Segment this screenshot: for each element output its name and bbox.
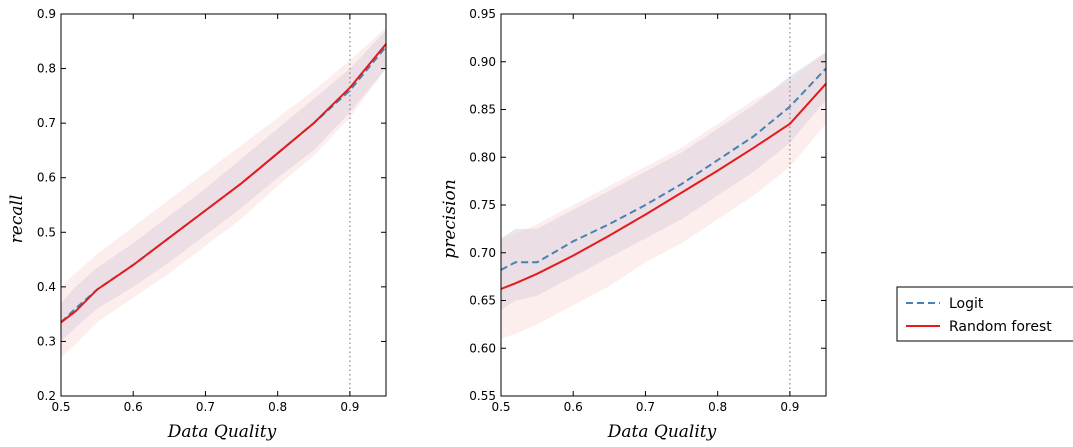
recall-panel: 0.5 0.6 0.7 0.8 0.90.20.30.40.50.60.70.80.9 … bbox=[7, 7, 387, 442]
x-tick-label: 0.5 bbox=[51, 400, 70, 414]
plot-area-1: 0.5 0.6 0.7 0.8 0.9 0.55 0.60 0.65 0.70 0.75 0.80 0… bbox=[469, 7, 827, 414]
y-tick-label: 0.6 bbox=[37, 171, 56, 185]
recall-x-axis-label: Data Quality bbox=[167, 422, 277, 442]
band-logit bbox=[61, 30, 386, 342]
recall-axis-label: recall bbox=[7, 195, 27, 244]
y-tick-label: 0.70 bbox=[469, 246, 496, 260]
legend-logit-label: Logit bbox=[949, 296, 984, 312]
y-tick-label: 0.9 bbox=[37, 7, 56, 21]
x-tick-label: 0.8 bbox=[268, 400, 287, 414]
precision-panel: 0.5 0.6 0.7 0.8 0.9 0.55 0.60 0.65 0.70 0.75 0.80 0… bbox=[440, 7, 827, 442]
x-tick-label: 0.9 bbox=[780, 400, 799, 414]
x-tick-label: 0.9 bbox=[340, 400, 359, 414]
y-tick-label: 0.85 bbox=[469, 103, 496, 117]
x-tick-label: 0.5 bbox=[491, 400, 510, 414]
legend-random-forest-label: Random forest bbox=[949, 319, 1052, 335]
x-tick-label: 0.7 bbox=[636, 400, 655, 414]
y-tick-label: 0.3 bbox=[37, 334, 56, 348]
y-tick-label: 0.7 bbox=[37, 116, 56, 130]
y-tick-label: 0.65 bbox=[469, 294, 496, 308]
legend: Logit Random forest bbox=[896, 286, 1073, 342]
plot-area-0: 0.5 0.6 0.7 0.8 0.9 0.2 0.3 0.4 0.5 0.6 0.7 0.8 0.9 bbox=[37, 7, 387, 414]
plot-frame bbox=[60, 13, 387, 397]
y-tick-label: 0.8 bbox=[37, 62, 56, 76]
y-tick-label: 0.60 bbox=[469, 341, 496, 355]
series-line-logit bbox=[500, 67, 827, 271]
y-tick-label: 0.75 bbox=[469, 198, 496, 212]
legend-frame bbox=[896, 286, 1073, 342]
y-tick-label: 0.2 bbox=[37, 389, 56, 403]
band-logit bbox=[501, 52, 826, 311]
y-tick-label: 0.5 bbox=[37, 225, 56, 239]
y-tick-label: 0.55 bbox=[469, 389, 496, 403]
x-tick-label: 0.7 bbox=[196, 400, 215, 414]
y-tick-label: 0.80 bbox=[469, 150, 496, 164]
series-line-random-forest bbox=[500, 83, 827, 290]
y-tick-label: 0.90 bbox=[469, 55, 496, 69]
precision-x-axis-label: Data Quality bbox=[607, 422, 717, 442]
precision-axis-label: precision bbox=[440, 179, 460, 258]
series-line-random-forest bbox=[60, 43, 387, 324]
x-tick-label: 0.8 bbox=[708, 400, 727, 414]
band-random-forest bbox=[61, 27, 386, 358]
x-tick-label: 0.6 bbox=[564, 400, 583, 414]
y-tick-label: 0.4 bbox=[37, 280, 56, 294]
x-tick-label: 0.6 bbox=[124, 400, 143, 414]
y-tick-label: 0.95 bbox=[469, 7, 496, 21]
